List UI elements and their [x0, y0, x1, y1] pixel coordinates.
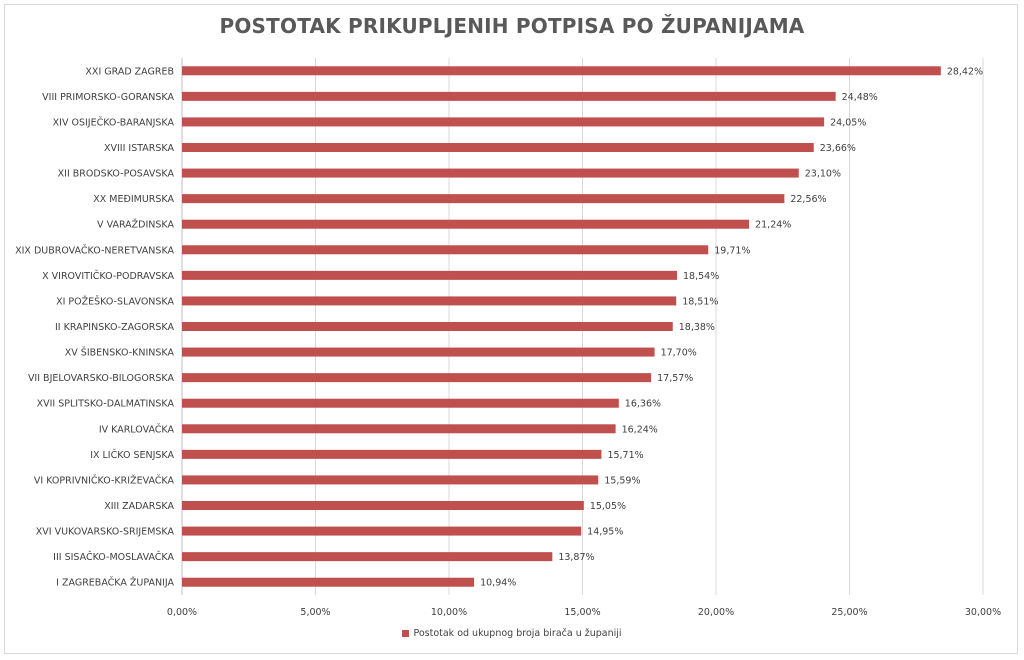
category-label: IV KARLOVAČKA — [99, 423, 175, 435]
bar — [182, 424, 616, 434]
category-label: XI POŽEŠKO-SLAVONSKA — [56, 295, 174, 307]
bar — [182, 322, 673, 331]
data-label: 14,95% — [587, 527, 623, 538]
category-label: XV ŠIBENSKO-KNINSKA — [65, 347, 175, 359]
legend-swatch — [402, 630, 410, 637]
category-label: XIII ZADARSKA — [104, 501, 174, 512]
bar — [182, 194, 785, 204]
category-label: VII BJELOVARSKO-BILOGORSKA — [28, 373, 175, 384]
data-label: 15,05% — [590, 501, 626, 512]
bar — [182, 373, 652, 383]
bar — [182, 168, 799, 178]
data-label: 28,42% — [947, 66, 983, 77]
bar — [182, 117, 825, 127]
category-label: X VIROVITIČKO-PODRAVSKA — [42, 270, 174, 282]
bar — [182, 577, 475, 587]
category-label: VI KOPRIVNIČKO-KRIŽEVAČKA — [34, 474, 175, 486]
bar — [182, 66, 941, 76]
x-tick-label: 10,00% — [431, 607, 467, 618]
category-label: XIV OSIJEČKO-BARANJSKA — [53, 116, 175, 128]
bar — [182, 91, 836, 101]
category-label: I ZAGREBAČKA ŽUPANIJA — [56, 577, 174, 589]
data-label: 18,38% — [679, 322, 715, 333]
bar — [182, 501, 584, 510]
category-label: XVII SPLITSKO-DALMATINSKA — [37, 399, 175, 410]
data-label: 24,48% — [842, 92, 878, 103]
x-tick-label: 20,00% — [698, 607, 734, 618]
bar — [182, 347, 655, 357]
category-label: III SISAČKO-MOSLAVAČKA — [53, 551, 174, 563]
category-label: V VARAŽDINSKA — [97, 219, 174, 231]
bar — [182, 552, 553, 562]
data-label: 22,56% — [790, 194, 826, 205]
category-label: XII BRODSKO-POSAVSKA — [58, 169, 175, 180]
bar — [182, 143, 814, 152]
x-tick-label: 0,00% — [167, 607, 197, 618]
data-label: 16,24% — [622, 424, 658, 435]
bar — [182, 526, 582, 536]
category-label: VIII PRIMORSKO-GORANSKA — [42, 92, 174, 103]
category-label: XVIII ISTARSKA — [104, 143, 175, 154]
legend-label: Postotak od ukupnog broja birača u župan… — [413, 628, 622, 639]
data-label: 23,10% — [805, 169, 841, 180]
bar — [182, 398, 619, 408]
category-label: IX LIČKO SENJSKA — [90, 449, 174, 461]
data-label: 23,66% — [820, 143, 856, 154]
category-label: XIX DUBROVAČKO-NERETVANSKA — [15, 244, 174, 256]
data-label: 10,94% — [480, 578, 516, 589]
category-label: XX MEĐIMURSKA — [93, 194, 174, 205]
category-label: II KRAPINSKO-ZAGORSKA — [55, 322, 174, 333]
data-label: 18,51% — [682, 296, 718, 307]
data-label: 24,05% — [830, 117, 866, 128]
bar — [182, 475, 599, 485]
data-label: 16,36% — [625, 399, 661, 410]
category-label: XXI GRAD ZAGREB — [85, 66, 174, 77]
bar — [182, 245, 709, 255]
x-tick-label: 25,00% — [831, 607, 867, 618]
legend: Postotak od ukupnog broja birača u župan… — [0, 628, 1024, 639]
data-label: 15,71% — [607, 450, 643, 461]
category-label: XVI VUKOVARSKO-SRIJEMSKA — [36, 527, 175, 538]
bar — [182, 449, 602, 459]
data-label: 13,87% — [558, 552, 594, 563]
data-label: 18,54% — [683, 271, 719, 282]
data-label: 19,71% — [714, 245, 750, 256]
x-tick-label: 30,00% — [965, 607, 1001, 618]
chart-title: POSTOTAK PRIKUPLJENIH POTPISA PO ŽUPANIJ… — [219, 14, 805, 38]
bar — [182, 296, 677, 306]
bar — [182, 219, 750, 229]
bar — [182, 270, 678, 280]
data-label: 15,59% — [604, 475, 640, 486]
data-label: 17,57% — [657, 373, 693, 384]
x-tick-label: 15,00% — [564, 607, 600, 618]
x-tick-label: 5,00% — [300, 607, 330, 618]
data-label: 17,70% — [661, 348, 697, 359]
data-label: 21,24% — [755, 220, 791, 231]
